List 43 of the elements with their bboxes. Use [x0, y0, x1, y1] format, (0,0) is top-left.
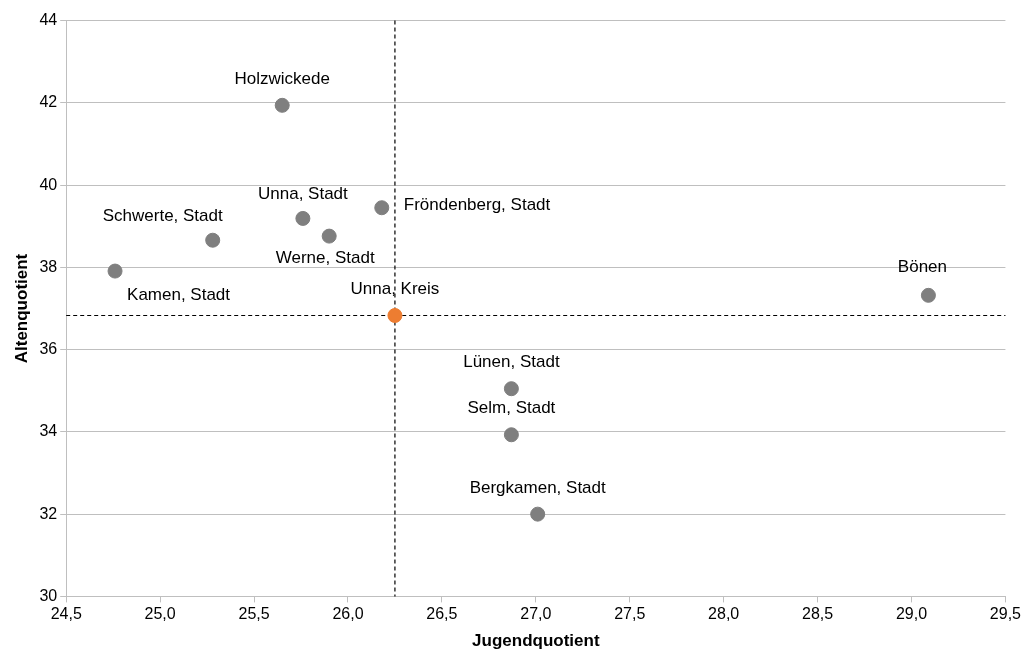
point [387, 307, 403, 323]
point [503, 427, 519, 443]
y-tick-label: 36 [39, 340, 58, 358]
y-tick-label: 44 [39, 11, 58, 29]
point [503, 381, 519, 397]
point [374, 200, 390, 216]
point [274, 97, 290, 113]
x-tick-label: 27,5 [614, 605, 646, 623]
annotation: Werne, Stadt [275, 247, 375, 267]
x-tick-label: 25,5 [238, 605, 270, 623]
annotation: Selm, Stadt [467, 398, 556, 418]
x-tick-label: 26,0 [332, 605, 364, 623]
y-axis-title: Altenquotient [11, 253, 31, 364]
annotation: Fröndenberg, Stadt [403, 195, 551, 215]
x-tick-label: 28,0 [708, 605, 740, 623]
y-tick-label: 30 [39, 586, 58, 604]
point [321, 228, 337, 244]
x-tick-label: 25,0 [144, 605, 176, 623]
point [107, 263, 123, 279]
annotation: Kamen, Stadt [127, 284, 231, 304]
y-tick-label: 42 [39, 93, 58, 111]
x-tick-label: 29,5 [989, 605, 1022, 623]
x-tick-label: 24,5 [50, 605, 82, 623]
annotation: Schwerte, Stadt [102, 205, 223, 225]
x-tick-label: 29,0 [895, 605, 928, 623]
annotation: Bönen [897, 257, 947, 277]
x-axis-title: Jugendquotient [472, 631, 600, 651]
point [920, 287, 936, 303]
x-tick-label: 27,0 [520, 605, 552, 623]
x-tick-label: 28,5 [802, 605, 834, 623]
x-tick-label: 26,5 [426, 605, 458, 623]
y-tick-label: 40 [39, 175, 58, 193]
point [205, 232, 221, 248]
annotation: Unna, Kreis [350, 279, 440, 299]
annotation: Bergkamen, Stadt [469, 477, 606, 497]
point [530, 506, 546, 522]
annotation: Holzwickede [234, 69, 330, 89]
y-tick-label: 34 [39, 422, 58, 440]
point [295, 210, 311, 226]
annotation: Unna, Stadt [257, 184, 349, 204]
y-tick-label: 32 [39, 504, 58, 522]
annotation: Lünen, Stadt [463, 352, 560, 372]
y-tick-label: 38 [39, 257, 58, 275]
